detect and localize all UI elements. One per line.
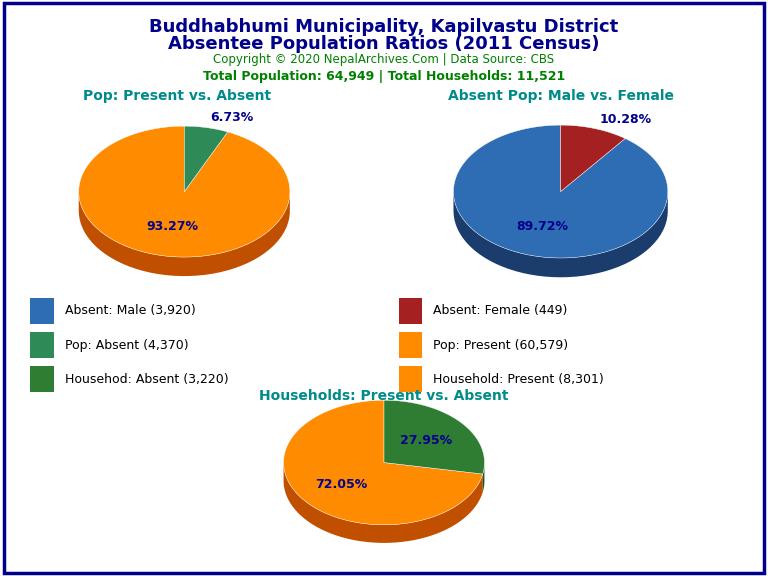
Text: Household: Present (8,301): Household: Present (8,301) (433, 373, 604, 386)
Polygon shape (79, 126, 290, 257)
FancyBboxPatch shape (30, 298, 54, 324)
Text: Copyright © 2020 NepalArchives.Com | Data Source: CBS: Copyright © 2020 NepalArchives.Com | Dat… (214, 53, 554, 66)
Polygon shape (283, 400, 483, 525)
FancyBboxPatch shape (399, 366, 422, 392)
Text: Pop: Present (60,579): Pop: Present (60,579) (433, 339, 568, 351)
Text: 89.72%: 89.72% (516, 219, 568, 233)
FancyBboxPatch shape (399, 298, 422, 324)
Polygon shape (384, 400, 485, 474)
Text: 27.95%: 27.95% (400, 434, 452, 447)
Polygon shape (453, 191, 668, 277)
Polygon shape (561, 125, 625, 192)
Text: 6.73%: 6.73% (210, 112, 253, 124)
Polygon shape (283, 461, 483, 543)
Text: Total Population: 64,949 | Total Households: 11,521: Total Population: 64,949 | Total Househo… (203, 70, 565, 84)
Text: Absent Pop: Male vs. Female: Absent Pop: Male vs. Female (448, 89, 674, 103)
Text: Pop: Absent (4,370): Pop: Absent (4,370) (65, 339, 188, 351)
FancyBboxPatch shape (399, 332, 422, 358)
FancyBboxPatch shape (30, 366, 54, 392)
Text: Househod: Absent (3,220): Househod: Absent (3,220) (65, 373, 228, 386)
Polygon shape (184, 126, 227, 192)
Polygon shape (79, 190, 290, 276)
Polygon shape (483, 460, 485, 492)
Text: 10.28%: 10.28% (600, 112, 652, 126)
Text: 72.05%: 72.05% (316, 478, 368, 491)
Text: Households: Present vs. Absent: Households: Present vs. Absent (260, 389, 508, 403)
FancyBboxPatch shape (30, 332, 54, 358)
Text: Buddhabhumi Municipality, Kapilvastu District: Buddhabhumi Municipality, Kapilvastu Dis… (149, 18, 619, 36)
Text: Absent: Female (449): Absent: Female (449) (433, 304, 568, 317)
Text: 93.27%: 93.27% (146, 221, 198, 233)
Text: Pop: Present vs. Absent: Pop: Present vs. Absent (83, 89, 270, 103)
Text: Absentee Population Ratios (2011 Census): Absentee Population Ratios (2011 Census) (168, 35, 600, 52)
Text: Absent: Male (3,920): Absent: Male (3,920) (65, 304, 196, 317)
Polygon shape (453, 125, 668, 258)
